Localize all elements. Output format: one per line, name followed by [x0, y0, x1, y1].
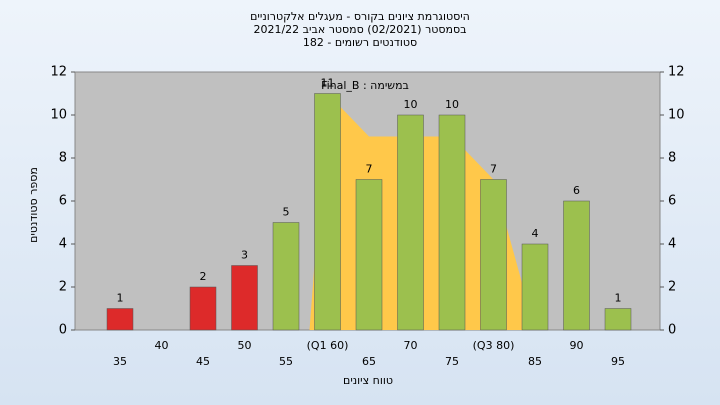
- bar: [189, 286, 217, 331]
- title-line: בסמסטר (02/2021) סמסטר אביב 2021/22: [253, 23, 466, 36]
- y-tick-label: 12: [50, 65, 67, 80]
- y-axis-label: מספר סטודנטים: [27, 167, 40, 243]
- x-tick-label: 90: [570, 339, 584, 352]
- data-label: 6: [573, 184, 580, 197]
- y-tick-label: 8: [59, 151, 67, 166]
- y2-tick-label: 4: [668, 237, 676, 252]
- y-tick-label: 2: [59, 280, 67, 295]
- x-tick-label: 40: [155, 339, 169, 352]
- title-line: היסטוגרמת ציונים בקורס - מעגלים אלקטרוני…: [250, 10, 470, 23]
- x-tick-label: 65: [362, 355, 376, 368]
- y-tick-label: 6: [59, 194, 67, 209]
- bar: [272, 222, 300, 331]
- data-label: 2: [200, 270, 207, 283]
- bar: [521, 243, 549, 331]
- y2-tick-label: 10: [668, 108, 685, 123]
- bar: [355, 179, 383, 331]
- y2-tick-label: 6: [668, 194, 676, 209]
- bar: [604, 308, 632, 331]
- data-label: 10: [404, 98, 418, 111]
- x-tick-label: 95: [611, 355, 625, 368]
- data-label: 11: [321, 77, 335, 90]
- bar: [314, 93, 341, 331]
- x-axis-label: טווח ציונים: [343, 374, 393, 387]
- y2-tick-label: 2: [668, 280, 676, 295]
- legend-text: Final_B : במשימה: [321, 79, 409, 92]
- data-label: 5: [283, 206, 290, 219]
- data-label: 3: [241, 249, 248, 262]
- x-tick-label: 55: [279, 355, 293, 368]
- y2-tick-label: 0: [668, 323, 676, 338]
- x-tick-label: 75: [445, 355, 459, 368]
- bar: [397, 114, 424, 331]
- data-label: 10: [445, 98, 459, 111]
- x-tick-label: 45: [196, 355, 210, 368]
- y-tick-label: 10: [50, 108, 67, 123]
- data-label: 1: [615, 292, 622, 305]
- bar: [231, 265, 258, 331]
- y-tick-label: 4: [59, 237, 67, 252]
- x-tick-label: (Q3 80): [473, 339, 515, 352]
- x-tick-label: 70: [404, 339, 418, 352]
- data-label: 4: [532, 227, 539, 240]
- x-tick-label: 50: [238, 339, 252, 352]
- y2-tick-label: 12: [668, 65, 685, 80]
- bar: [438, 114, 466, 331]
- x-tick-label: (Q1 60): [307, 339, 349, 352]
- data-label: 7: [366, 163, 373, 176]
- bar: [563, 200, 590, 331]
- y2-tick-label: 8: [668, 151, 676, 166]
- title-line: סטודנטים רשומים - 182: [303, 36, 417, 49]
- bar: [480, 179, 507, 331]
- y-tick-label: 0: [59, 323, 67, 338]
- x-tick-label: 35: [113, 355, 127, 368]
- data-label: 7: [490, 163, 497, 176]
- x-tick-label: 85: [528, 355, 542, 368]
- data-label: 1: [117, 292, 124, 305]
- bar: [106, 308, 134, 331]
